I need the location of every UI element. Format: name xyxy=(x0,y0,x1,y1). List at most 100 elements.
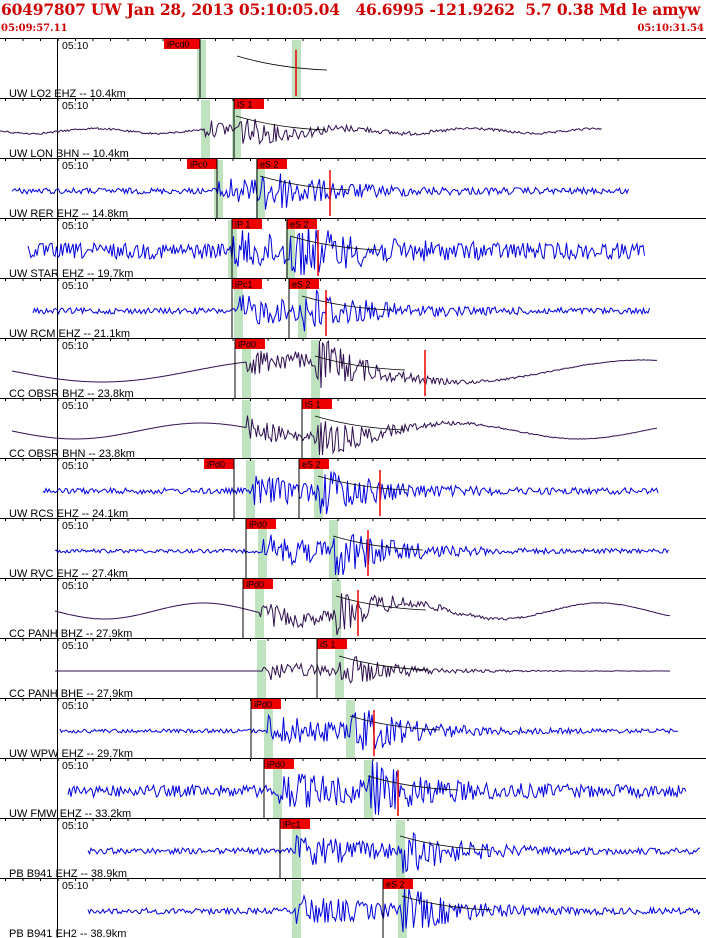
pick-box xyxy=(164,39,200,49)
pick-window xyxy=(273,760,282,818)
phase-pick[interactable]: iPcd0 xyxy=(164,39,201,98)
pick-window xyxy=(242,400,251,458)
pick-box xyxy=(383,879,413,889)
phase-pick[interactable]: iP 1 xyxy=(231,219,262,278)
waveform-trace xyxy=(59,710,678,751)
pick-window xyxy=(264,700,273,758)
trace-row[interactable]: 05:10 iPd0 eS 2 UW RCS EHZ -- 24.1km xyxy=(0,458,706,520)
pick-box xyxy=(187,159,217,169)
phase-pick[interactable]: eS 2 xyxy=(288,279,319,338)
phase-pick[interactable]: iPd0 xyxy=(234,339,265,398)
waveform-trace xyxy=(87,832,701,874)
pick-window xyxy=(201,100,210,158)
pick-label: iPd0 xyxy=(267,760,285,770)
phase-pick[interactable]: eS 2 xyxy=(286,219,317,278)
trace-row[interactable]: 05:10 iS 1 CC PANH BHE -- 27.9km xyxy=(0,638,706,700)
pick-box xyxy=(317,639,347,649)
coda-curve xyxy=(401,895,493,911)
phase-pick[interactable]: iPc1 xyxy=(231,279,262,338)
coda-curve xyxy=(399,835,491,851)
pick-window xyxy=(311,400,320,458)
pick-box xyxy=(289,279,319,289)
pick-label: iPd0 xyxy=(254,700,272,710)
station-label: CC PANH BHZ -- 27.9km xyxy=(9,628,132,640)
coda-curve xyxy=(314,415,406,431)
waveform-trace xyxy=(32,289,650,332)
pick-box xyxy=(234,99,264,109)
waveform-trace xyxy=(54,533,669,576)
phase-pick[interactable]: iPd0 xyxy=(242,579,273,638)
pick-label: iPc0 xyxy=(190,160,208,170)
trace-row[interactable]: 05:10 eS 2 PB B941 EH2 -- 38.9km xyxy=(0,878,706,938)
phase-pick[interactable]: iPc0 xyxy=(187,159,218,218)
coda-curve xyxy=(335,595,427,611)
pick-box xyxy=(204,459,234,469)
trace-row[interactable]: 05:10 iPd0 CC PANH BHZ -- 27.9km xyxy=(0,578,706,640)
phase-pick[interactable]: eS 2 xyxy=(256,159,287,218)
minute-label: 05:10 xyxy=(62,400,88,412)
pick-label: eS 2 xyxy=(302,460,321,470)
coda-curve xyxy=(349,715,441,731)
station-label: UW WPW EHZ -- 29.7km xyxy=(9,748,133,760)
phase-pick[interactable]: iPc1 xyxy=(279,819,310,878)
station-label: UW STAR EHZ -- 19.7km xyxy=(9,268,133,280)
pick-label: iPd0 xyxy=(207,460,225,470)
station-label: PB B941 EHZ -- 38.9km xyxy=(9,868,127,880)
trace-row[interactable]: 05:10 iPcd0 UW LO2 EHZ -- 10.4km xyxy=(0,38,706,100)
pick-box xyxy=(251,699,281,709)
waveform-trace xyxy=(11,173,629,210)
coda-curve xyxy=(317,475,409,491)
coda-curve xyxy=(332,535,424,551)
minute-label: 05:10 xyxy=(62,100,88,112)
phase-pick[interactable]: iS 1 xyxy=(301,399,332,458)
pick-window xyxy=(398,880,407,938)
pick-box xyxy=(302,399,332,409)
phase-pick[interactable]: iPd0 xyxy=(250,699,281,758)
phase-pick[interactable]: iS 1 xyxy=(233,99,264,158)
trace-row[interactable]: 05:10 iPd0 UW FMW EHZ -- 33.2km xyxy=(0,758,706,820)
pick-box xyxy=(246,519,276,529)
minute-label: 05:10 xyxy=(62,880,88,892)
minute-label: 05:10 xyxy=(62,760,88,772)
trace-row[interactable]: 05:10 iS 1 CC OBSR BHN -- 23.8km xyxy=(0,398,706,460)
trace-row[interactable]: 05:10 iPc0 eS 2 UW RER EHZ -- 14.8km xyxy=(0,158,706,220)
station-label: UW LON BHN -- 10.4km xyxy=(9,148,129,160)
phase-pick[interactable]: eS 2 xyxy=(382,879,413,938)
pick-window xyxy=(298,280,307,338)
pick-box xyxy=(280,819,310,829)
minute-label: 05:10 xyxy=(62,340,88,352)
minute-label: 05:10 xyxy=(62,460,88,472)
station-label: UW RVC EHZ -- 27.4km xyxy=(9,568,128,580)
station-label: UW RCS EHZ -- 24.1km xyxy=(9,508,128,520)
minute-label: 05:10 xyxy=(62,700,88,712)
phase-pick[interactable]: eS 2 xyxy=(298,459,329,518)
station-label: UW FMW EHZ -- 33.2km xyxy=(9,808,131,820)
coda-curve xyxy=(289,235,381,251)
trace-row[interactable]: 05:10 iP 1 eS 2 UW STAR EHZ -- 19.7km xyxy=(0,218,706,280)
phase-pick[interactable]: iPd0 xyxy=(245,519,276,578)
trace-row[interactable]: 05:10 iS 1 UW LON BHN -- 10.4km xyxy=(0,98,706,160)
pick-window xyxy=(329,520,338,578)
waveform-trace xyxy=(42,471,659,515)
phase-pick[interactable]: iS 1 xyxy=(316,639,347,698)
minute-label: 05:10 xyxy=(62,640,88,652)
pick-window xyxy=(255,580,264,638)
pick-window xyxy=(332,580,341,638)
waveform-trace xyxy=(11,339,658,389)
trace-row[interactable]: 05:10 iPd0 UW WPW EHZ -- 29.7km xyxy=(0,698,706,760)
phase-pick[interactable]: iPd0 xyxy=(263,759,294,818)
trace-row[interactable]: 05:10 iPc1 eS 2 UW RCM EHZ -- 21.1km xyxy=(0,278,706,340)
trace-row[interactable]: 05:10 iPc1 PB B941 EHZ -- 38.9km xyxy=(0,818,706,880)
event-title: 60497807 UW Jan 28, 2013 05:10:05.04 46.… xyxy=(1,0,706,19)
station-label: CC OBSR BHZ -- 23.8km xyxy=(9,388,134,400)
trace-row[interactable]: 05:10 iPd0 CC OBSR BHZ -- 23.8km xyxy=(0,338,706,400)
pick-window xyxy=(292,820,301,878)
phase-pick[interactable]: iPd0 xyxy=(204,459,235,518)
pick-window xyxy=(197,40,206,98)
trace-row[interactable]: 05:10 iPd0 UW RVC EHZ -- 27.4km xyxy=(0,518,706,580)
pick-label: iP 1 xyxy=(235,220,250,230)
end-time: 05:10:31.54 xyxy=(637,23,704,34)
pick-box xyxy=(257,159,287,169)
